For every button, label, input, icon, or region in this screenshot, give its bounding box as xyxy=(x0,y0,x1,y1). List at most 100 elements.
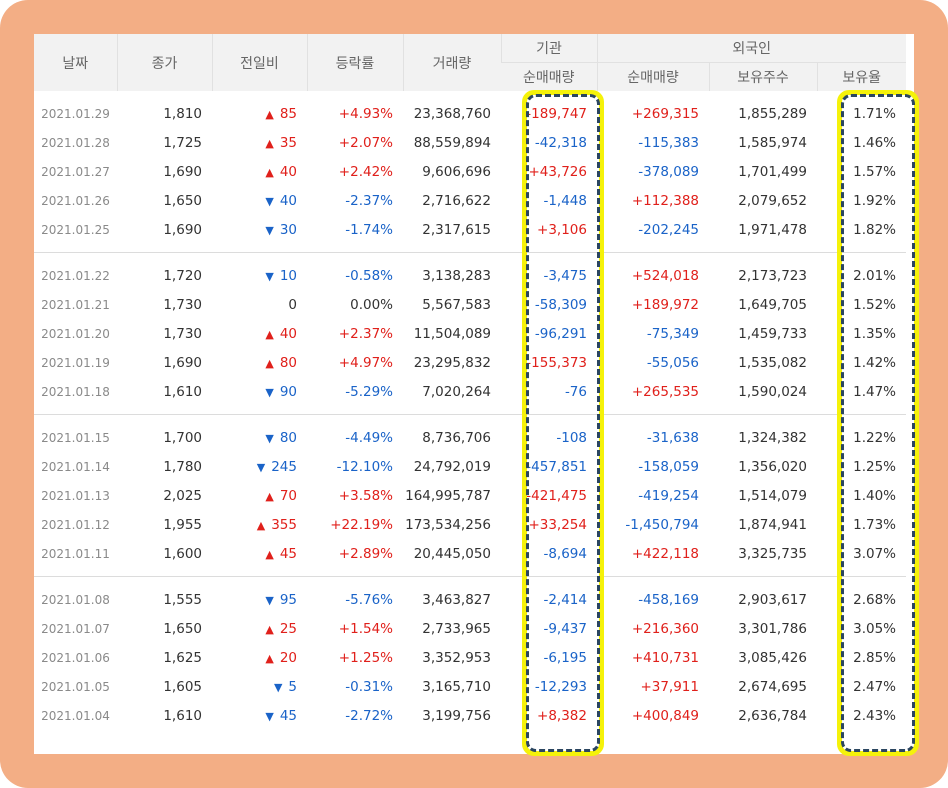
change-value: 80 xyxy=(279,429,297,446)
header-date: 날짜 xyxy=(34,34,117,91)
up-triangle-icon: ▲ xyxy=(265,547,274,561)
cell-close: 1,700 xyxy=(163,429,202,446)
cell-frgn-ratio: 1.92% xyxy=(853,192,896,209)
cell-volume: 3,138,283 xyxy=(422,267,491,284)
table-row: 2021.01.14 1,780 ▼ 245 -12.10% 24,792,019 -457… xyxy=(34,452,906,481)
cell-frgn-hold: 1,649,705 xyxy=(738,296,807,313)
cell-frgn-hold: 2,636,784 xyxy=(738,707,807,724)
change-value: 30 xyxy=(279,221,297,238)
cell-change: ▲ 70 xyxy=(212,481,307,510)
cell-frgn-hold: 1,855,289 xyxy=(738,105,807,122)
cell-inst-net: -9,437 xyxy=(543,620,587,637)
cell-frgn-hold: 2,674,695 xyxy=(738,678,807,695)
table-row: 2021.01.22 1,720 ▼ 10 -0.58% 3,138,283 -3,475 +… xyxy=(34,261,906,290)
header-inst-net: 순매매량 xyxy=(501,62,597,91)
down-triangle-icon: ▼ xyxy=(265,385,274,399)
table-row: 2021.01.26 1,650 ▼ 40 -2.37% 2,716,622 -1,448 +… xyxy=(34,186,906,215)
change-value: 25 xyxy=(279,620,297,637)
header-frgn-ratio: 보유율 xyxy=(816,62,906,91)
header-foreign: 외국인 xyxy=(596,34,906,63)
cell-frgn-net: -115,383 xyxy=(638,134,699,151)
cell-close: 1,610 xyxy=(163,707,202,724)
up-triangle-icon: ▲ xyxy=(265,356,274,370)
table-row: 2021.01.11 1,600 ▲ 45 +2.89% 20,445,050 -8,694… xyxy=(34,539,906,568)
cell-frgn-ratio: 1.22% xyxy=(853,429,896,446)
cell-volume: 2,317,615 xyxy=(422,221,491,238)
cell-frgn-net: -158,059 xyxy=(638,458,699,475)
cell-frgn-net: +269,315 xyxy=(631,105,699,122)
table-row: 2021.01.27 1,690 ▲ 40 +2.42% 9,606,696 +43,726… xyxy=(34,157,906,186)
cell-frgn-hold: 1,874,941 xyxy=(738,516,807,533)
cell-date: 2021.01.14 xyxy=(41,459,110,474)
cell-volume: 3,199,756 xyxy=(422,707,491,724)
cell-rate: -2.37% xyxy=(345,192,393,209)
change-value: 40 xyxy=(279,163,297,180)
cell-frgn-ratio: 1.25% xyxy=(853,458,896,475)
cell-frgn-net: -75,349 xyxy=(646,325,699,342)
cell-frgn-net: +112,388 xyxy=(631,192,699,209)
highlight-box-institution xyxy=(522,90,604,756)
cell-frgn-net: +37,911 xyxy=(640,678,699,695)
highlight-box-ratio xyxy=(837,90,919,756)
cell-frgn-hold: 1,590,024 xyxy=(738,383,807,400)
cell-change: 0 xyxy=(212,290,307,319)
cell-volume: 3,165,710 xyxy=(422,678,491,695)
cell-rate: -2.72% xyxy=(345,707,393,724)
cell-frgn-ratio: 1.82% xyxy=(853,221,896,238)
cell-close: 1,720 xyxy=(163,267,202,284)
change-value: 85 xyxy=(279,105,297,122)
cell-change: ▲ 35 xyxy=(212,128,307,157)
table-row: 2021.01.18 1,610 ▼ 90 -5.29% 7,020,264 -76 +265… xyxy=(34,377,906,406)
header-change: 전일비 xyxy=(211,34,307,91)
cell-volume: 164,995,787 xyxy=(405,487,491,504)
cell-frgn-ratio: 1.47% xyxy=(853,383,896,400)
cell-close: 1,810 xyxy=(163,105,202,122)
table-row: 2021.01.28 1,725 ▲ 35 +2.07% 88,559,894 -42,31… xyxy=(34,128,906,157)
cell-frgn-hold: 2,079,652 xyxy=(738,192,807,209)
cell-date: 2021.01.08 xyxy=(41,592,110,607)
down-triangle-icon: ▼ xyxy=(265,269,274,283)
cell-frgn-hold: 1,514,079 xyxy=(738,487,807,504)
cell-rate: -12.10% xyxy=(336,458,393,475)
cell-close: 1,730 xyxy=(163,296,202,313)
cell-frgn-ratio: 1.46% xyxy=(853,134,896,151)
cell-inst-net: +8,382 xyxy=(537,707,587,724)
cell-date: 2021.01.06 xyxy=(41,650,110,665)
table-row: 2021.01.13 2,025 ▲ 70 +3.58% 164,995,787 -421,… xyxy=(34,481,906,510)
cell-rate: -5.76% xyxy=(345,591,393,608)
change-value: 245 xyxy=(271,458,297,475)
change-value: 10 xyxy=(279,267,297,284)
up-triangle-icon: ▲ xyxy=(265,107,274,121)
cell-volume: 8,736,706 xyxy=(422,429,491,446)
cell-inst-net: -1,448 xyxy=(543,192,587,209)
cell-close: 1,650 xyxy=(163,192,202,209)
cell-inst-net: -155,373 xyxy=(526,354,587,371)
cell-date: 2021.01.28 xyxy=(41,135,110,150)
cell-inst-net: -457,851 xyxy=(526,458,587,475)
down-triangle-icon: ▼ xyxy=(265,223,274,237)
cell-frgn-hold: 1,701,499 xyxy=(738,163,807,180)
cell-inst-net: -108 xyxy=(556,429,587,446)
group-spacer xyxy=(34,577,906,586)
cell-change: ▼ 245 xyxy=(212,452,307,481)
up-triangle-icon: ▲ xyxy=(265,489,274,503)
cell-volume: 20,445,050 xyxy=(413,545,491,562)
cell-frgn-hold: 1,356,020 xyxy=(738,458,807,475)
cell-close: 1,730 xyxy=(163,325,202,342)
cell-rate: +2.37% xyxy=(338,325,393,342)
table-row: 2021.01.08 1,555 ▼ 95 -5.76% 3,463,827 -2,414 -… xyxy=(34,585,906,614)
cell-inst-net: +33,254 xyxy=(528,516,587,533)
table-row: 2021.01.19 1,690 ▲ 80 +4.97% 23,295,832 -155,3… xyxy=(34,348,906,377)
group-separator xyxy=(34,568,906,577)
table-row: 2021.01.29 1,810 ▲ 85 +4.93% 23,368,760 -189,7… xyxy=(34,99,906,128)
cell-frgn-ratio: 3.05% xyxy=(853,620,896,637)
cell-inst-net: -8,694 xyxy=(543,545,587,562)
cell-frgn-hold: 1,535,082 xyxy=(738,354,807,371)
cell-inst-net: -421,475 xyxy=(526,487,587,504)
group-spacer xyxy=(34,91,906,99)
table-row: 2021.01.21 1,730 0 0.00% 5,567,583 -58,309 +18… xyxy=(34,290,906,319)
cell-volume: 11,504,089 xyxy=(413,325,491,342)
cell-volume: 5,567,583 xyxy=(422,296,491,313)
cell-frgn-ratio: 2.85% xyxy=(853,649,896,666)
cell-close: 1,690 xyxy=(163,163,202,180)
